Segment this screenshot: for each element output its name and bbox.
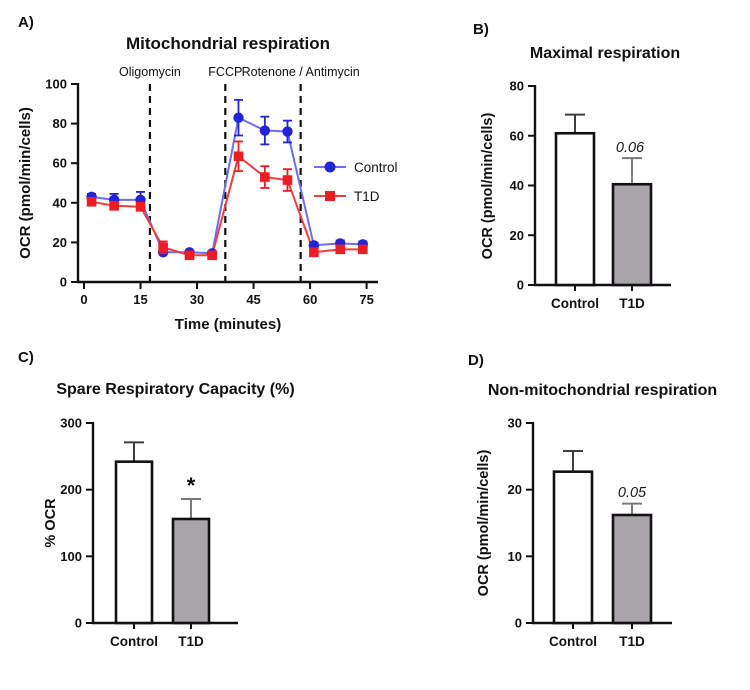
y-axis-label: % OCR — [43, 498, 59, 548]
marker-square — [207, 250, 217, 261]
marker-circle — [233, 112, 244, 123]
panel-a-title: Mitochondrial respiration — [125, 34, 331, 53]
category-label: T1D — [619, 634, 645, 649]
x-tick-label: 0 — [80, 292, 87, 307]
injection-label: FCCP — [208, 65, 242, 79]
chart-svg-B: 0 20 40 60 80 OCR (pmol/min/cells) Control T1D 0… — [480, 79, 671, 311]
panel-c-title: Spare Respiratory Capacity (%) — [56, 381, 295, 398]
panel-d-label: D) — [468, 352, 484, 369]
y-tick-label: 100 — [45, 77, 67, 92]
y-tick-label: 80 — [510, 79, 524, 94]
series-line-control — [91, 116, 363, 255]
axes: 0 100 200 300 — [60, 416, 238, 631]
panel-d-title: Non-mitochondrial respiration — [487, 382, 718, 399]
bar-t1d — [611, 182, 653, 287]
panel-d-chart: 0 10 20 30 OCR (pmol/min/cells) Control T1D 0.0… — [400, 345, 750, 690]
panel-c-label: C) — [18, 349, 34, 366]
marker-circle — [259, 125, 271, 136]
y-tick-label: 30 — [508, 416, 522, 431]
y-tick-label: 0 — [75, 616, 82, 631]
significance-annotation: 0.05 — [618, 485, 647, 501]
significance-annotation: 0.06 — [616, 140, 645, 156]
y-tick-label: 20 — [53, 235, 67, 250]
legend-label: Control — [354, 160, 398, 175]
panel-c-chart: 0 100 200 300 % OCR Control T1D * — [0, 345, 380, 690]
panel-b-label: B) — [473, 21, 489, 38]
bar-control — [114, 460, 154, 625]
legend-marker-square — [325, 191, 335, 201]
y-axis-label: OCR (pmol/min/cells) — [480, 113, 496, 260]
category-label: T1D — [178, 634, 204, 649]
y-tick-label: 40 — [53, 195, 67, 210]
y-tick-label: 0 — [60, 275, 67, 290]
panel-a-chart: Oligomycin FCCP Rotenone / Antimycin 0 20 40 6… — [0, 0, 460, 335]
x-tick-label: 45 — [246, 292, 260, 307]
y-tick-label: 10 — [508, 549, 522, 564]
chart-svg-A: Oligomycin FCCP Rotenone / Antimycin 0 20 40 6… — [17, 65, 398, 333]
marker-square — [184, 250, 195, 261]
marker-square — [309, 247, 319, 258]
chart-svg-D: 0 10 20 30 OCR (pmol/min/cells) Control T1D 0.0… — [476, 416, 672, 649]
y-tick-label: 200 — [60, 482, 82, 497]
bar-t1d — [611, 513, 653, 625]
bar-control — [552, 470, 594, 625]
marker-square — [335, 244, 346, 255]
bar-control — [554, 131, 596, 287]
marker-circle — [282, 126, 293, 137]
bar-t1d — [171, 517, 211, 625]
marker-square — [109, 200, 119, 211]
marker-square — [86, 197, 97, 207]
y-axis-label: OCR (pmol/min/cells) — [476, 450, 492, 597]
legend-label: T1D — [354, 189, 380, 204]
y-tick-label: 60 — [53, 156, 67, 171]
significance-annotation: * — [187, 473, 196, 498]
y-tick-label: 100 — [60, 549, 82, 564]
x-axis-label: Time (minutes) — [175, 316, 281, 333]
panel-a-label: A) — [18, 14, 34, 31]
y-axis-label: OCR (pmol/min/cells) — [17, 107, 34, 259]
x-tick-label: 15 — [133, 292, 147, 307]
y-tick-label: 300 — [60, 416, 82, 431]
injection-label: Rotenone / Antimycin — [242, 65, 360, 79]
x-tick-label: 30 — [190, 292, 204, 307]
injection-label: Oligomycin — [119, 65, 181, 79]
legend-marker-circle — [324, 161, 336, 173]
x-tick-label: 60 — [303, 292, 317, 307]
marker-square — [233, 151, 244, 162]
y-tick-label: 20 — [508, 482, 522, 497]
marker-square — [135, 201, 146, 212]
marker-square — [158, 242, 168, 253]
marker-square — [358, 244, 368, 255]
category-label: Control — [110, 634, 158, 649]
axes: 0 20 40 60 80 100 — [45, 77, 378, 290]
chart-svg-C: 0 100 200 300 % OCR Control T1D * — [43, 416, 238, 649]
marker-square — [282, 175, 293, 185]
panel-b-chart: 0 20 40 60 80 OCR (pmol/min/cells) Control T1D 0… — [455, 0, 750, 335]
y-tick-label: 40 — [510, 178, 524, 193]
y-tick-label: 20 — [510, 228, 524, 243]
x-tick-label: 75 — [359, 292, 373, 307]
category-label: T1D — [619, 296, 645, 311]
y-tick-label: 0 — [517, 278, 524, 293]
y-tick-label: 80 — [53, 116, 67, 131]
category-label: Control — [551, 296, 599, 311]
legend: Control T1D — [314, 160, 398, 204]
category-label: Control — [549, 634, 597, 649]
y-tick-label: 60 — [510, 128, 524, 143]
panel-b-title: Maximal respiration — [529, 45, 681, 62]
y-tick-label: 0 — [515, 616, 522, 631]
marker-square — [260, 172, 270, 182]
series-points-t1d — [86, 140, 368, 261]
